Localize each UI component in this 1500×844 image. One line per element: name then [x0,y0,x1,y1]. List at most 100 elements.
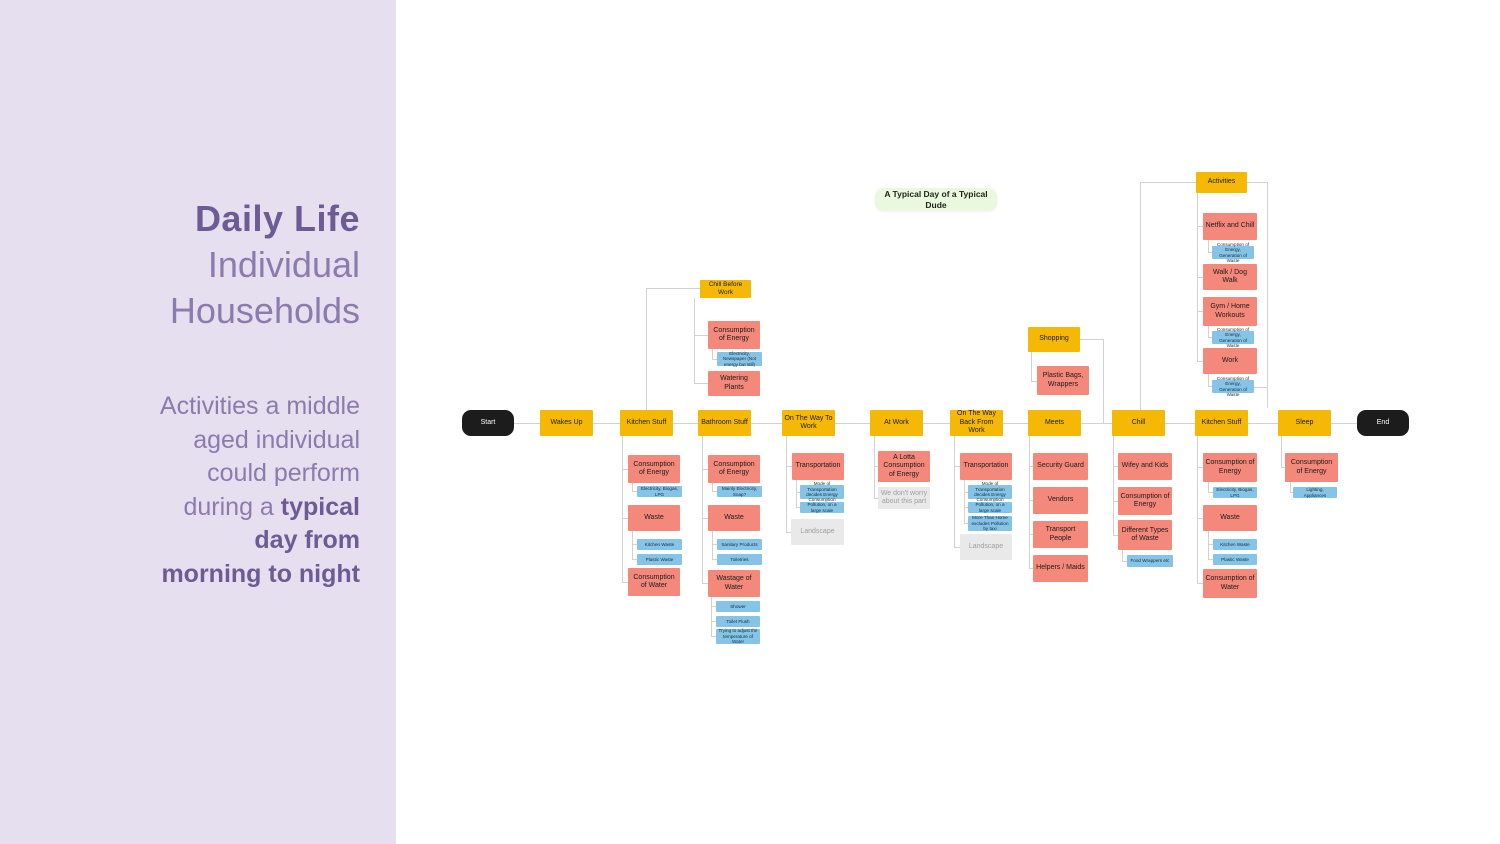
node-chill[interactable]: Chill [1112,410,1165,436]
connector-line [1208,482,1209,492]
node-watering-plants[interactable]: Watering Plants [708,371,760,396]
connector-line [702,469,708,470]
node-k1-consumption-water[interactable]: Consumption of Water [628,568,680,596]
node-on-the-way-to-work[interactable]: On The Way To Work [782,410,835,436]
note-shower[interactable]: Shower [716,601,760,612]
connector-line [1197,226,1203,227]
node-k2-waste[interactable]: Waste [1203,505,1257,531]
note-k2-plastic-waste[interactable]: Plastic Waste [1213,554,1257,565]
node-meets[interactable]: Meets [1028,410,1081,436]
node-work[interactable]: Work [1203,348,1257,374]
note-bath-sanitary[interactable]: Sanitary Products [717,539,762,550]
connector-line [1208,240,1209,252]
connector-line [1197,277,1203,278]
connector-line [964,507,968,508]
connector-line [712,359,717,360]
connector-line [632,544,637,545]
node-k1-consumption-energy[interactable]: Consumption of Energy [628,455,680,483]
note-k1-energy[interactable]: Electricity, Biogas, LPG [637,486,682,497]
node-vendors[interactable]: Vendors [1033,487,1088,514]
node-kitchen-stuff-2[interactable]: Kitchen Stuff [1195,410,1248,436]
connector-line [1122,561,1127,562]
node-start[interactable]: Start [462,410,514,436]
node-activities[interactable]: Activities [1196,172,1247,193]
node-chill-before-work[interactable]: Chill Before Work [700,280,751,298]
page-subtitle-line2: Households [169,290,360,332]
note-transport-mode-2[interactable]: Mode of Transportation decides Energy Co… [968,481,1012,502]
node-kitchen-stuff-1[interactable]: Kitchen Stuff [620,410,673,436]
connector-line [1208,386,1212,387]
connector-line [954,466,960,467]
note-sleep-energy[interactable]: Lighting, Appliances [1293,487,1337,498]
node-different-waste[interactable]: Different Types of Waste [1118,520,1172,550]
node-k2-consumption-water[interactable]: Consumption of Water [1203,569,1257,598]
node-shopping[interactable]: Shopping [1028,327,1080,352]
node-landscape-2[interactable]: Landscape [960,534,1012,560]
node-bathroom-stuff[interactable]: Bathroom Stuff [698,410,751,436]
connector-line [1208,252,1212,253]
note-k1-plastic-waste[interactable]: Plastic Waste [637,554,682,565]
note-cbw-energy[interactable]: Electricity, Newspaper (Not energy but s… [717,351,762,367]
note-bath-toiletries[interactable]: Toiletries [717,554,762,565]
connector-line [702,583,708,584]
connector-line [712,544,717,545]
node-bath-waste[interactable]: Waste [708,505,760,531]
connector-line [1029,436,1030,568]
node-k1-waste[interactable]: Waste [628,505,680,531]
node-transportation-1[interactable]: Transportation [792,453,844,480]
node-landscape-1[interactable]: Landscape [791,519,844,545]
connector-line [1140,182,1196,183]
connector-line [1113,501,1118,502]
node-gym-workouts[interactable]: Gym / Home Workouts [1203,297,1257,326]
node-on-the-way-back[interactable]: On The Way Back From Work [950,410,1003,436]
connector-line [796,480,797,507]
node-netflix-chill[interactable]: Netflix and Chill [1203,213,1257,240]
node-bath-consumption-energy[interactable]: Consumption of Energy [708,455,760,483]
connector-line [1197,583,1203,584]
node-security-guard[interactable]: Security Guard [1033,453,1088,480]
note-work-energy[interactable]: Consumption of Energy, Generation of Was… [1212,376,1254,397]
note-food-wrappers[interactable]: Food Wrappers etc [1127,555,1173,567]
note-k2-energy[interactable]: Electricity, Biogas, LPG [1213,487,1257,498]
node-lotta-energy[interactable]: A Lotta Consumption of Energy [878,451,930,482]
node-k2-consumption-energy[interactable]: Consumption of Energy [1203,453,1257,482]
sidebar-panel: Daily Life Individual Households Activit… [0,0,396,844]
note-k1-kitchen-waste[interactable]: Kitchen Waste [637,539,682,550]
node-at-work[interactable]: At Work [870,410,923,436]
node-dont-worry[interactable]: We don't worry about this part [878,487,930,509]
node-transport-people[interactable]: Transport People [1033,521,1088,548]
connector-line [712,483,713,491]
note-more-than-home[interactable]: More Than Home excludes Pollution by tax… [968,515,1012,531]
node-transportation-2[interactable]: Transportation [960,453,1012,480]
node-helpers-maids[interactable]: Helpers / Maids [1033,555,1088,582]
connector-line [964,492,968,493]
node-chill-energy[interactable]: Consumption of Energy [1118,487,1172,515]
connector-line [632,491,637,492]
node-end[interactable]: End [1357,410,1409,436]
node-wastage-of-water[interactable]: Wastage of Water [708,570,760,597]
connector-line [712,349,713,359]
connector-line [622,582,628,583]
connector-line [1029,500,1033,501]
note-transport-mode-1[interactable]: Mode of Transportation decides Energy Co… [800,481,844,502]
note-pollution-2[interactable]: Pollution, on a large scale [968,502,1012,513]
note-netflix-energy[interactable]: Consumption of Energy, Generation of Was… [1212,242,1254,263]
node-wifey-kids[interactable]: Wifey and Kids [1118,453,1172,480]
note-bath-energy[interactable]: Mainly Electricity, Soap? [717,486,762,497]
note-gym-energy[interactable]: Consumption of Energy, Generation of Was… [1212,327,1254,348]
connector-line [488,423,1383,424]
node-plastic-bags[interactable]: Plastic Bags, Wrappers [1037,366,1089,395]
node-cbw-consumption-energy[interactable]: Consumption of Energy [708,321,760,349]
note-pollution-1[interactable]: Pollution, on a large scale [800,502,844,513]
node-walk-dog-walk[interactable]: Walk / Dog Walk [1203,264,1257,290]
connector-line [1254,387,1267,388]
node-sleep[interactable]: Sleep [1278,410,1331,436]
note-toilet-flush[interactable]: Toilet Flush [716,616,760,627]
connector-line [711,606,716,607]
node-sleep-energy[interactable]: Consumption of Energy [1285,453,1338,482]
note-k2-kitchen-waste[interactable]: Kitchen Waste [1213,539,1257,550]
note-adjust-temperature[interactable]: Trying to adjust the temperature of Wate… [716,628,760,644]
node-wakes-up[interactable]: Wakes Up [540,410,593,436]
connector-line [1029,568,1033,569]
